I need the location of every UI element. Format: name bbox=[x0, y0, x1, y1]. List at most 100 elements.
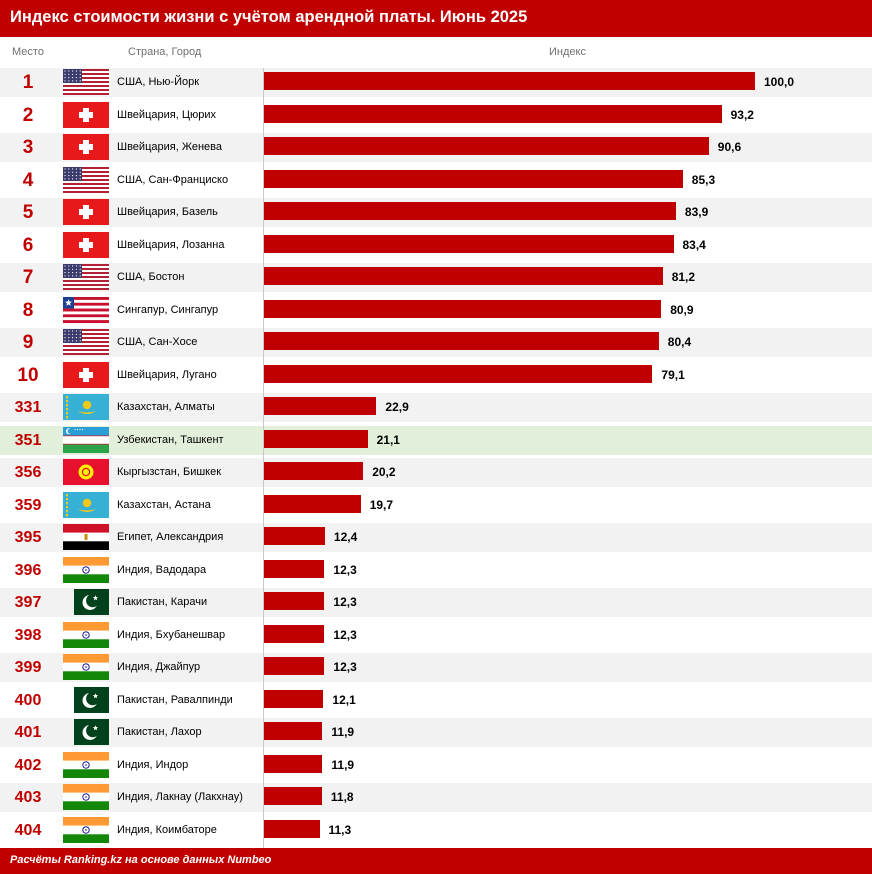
bar bbox=[264, 137, 709, 155]
bar bbox=[264, 754, 323, 773]
bar bbox=[264, 429, 368, 448]
table-row: 2 Швейцария, Цюрих 93,2 bbox=[0, 101, 872, 130]
table-row: 399 Индия, Джайпур 12,3 bbox=[0, 653, 872, 682]
table-row: 404 Индия, Коимбаторе 11,3 bbox=[0, 816, 872, 845]
rank-label: 9 bbox=[22, 332, 34, 353]
rank-label: 397 bbox=[14, 594, 42, 611]
value-label: 80,4 bbox=[667, 335, 692, 349]
value-label: 12,4 bbox=[333, 530, 358, 544]
value-label: 11,9 bbox=[331, 725, 355, 739]
value-label: 80,9 bbox=[670, 302, 694, 317]
bar bbox=[264, 169, 683, 188]
value-label: 83,9 bbox=[684, 205, 709, 219]
uzbekistan-flag-icon bbox=[63, 426, 109, 453]
value-label: 21,1 bbox=[376, 432, 400, 447]
rank-label: 5 bbox=[22, 202, 34, 223]
value-label: 79,1 bbox=[661, 367, 685, 382]
table-row: 401 Пакистан, Лахор 11,9 bbox=[0, 718, 872, 747]
city-label: Индия, Бхубанешвар bbox=[117, 628, 226, 641]
city-label: Узбекистан, Ташкент bbox=[117, 433, 224, 446]
table-row: 5 Швейцария, Базель 83,9 bbox=[0, 198, 872, 227]
rank-label: 396 bbox=[14, 561, 42, 579]
bar bbox=[264, 689, 324, 708]
pakistan-flag-icon bbox=[74, 719, 109, 745]
table-row: 3 Швейцария, Женева 90,6 bbox=[0, 133, 872, 162]
rank-label: 398 bbox=[14, 626, 42, 644]
rank-label: 356 bbox=[14, 464, 42, 481]
pakistan-flag-icon bbox=[74, 589, 109, 615]
bar bbox=[264, 722, 323, 740]
rank-label: 3 bbox=[22, 137, 34, 158]
value-label: 83,4 bbox=[682, 237, 706, 252]
bar bbox=[264, 267, 663, 285]
table-row: 7 США, Бостон 81,2 bbox=[0, 263, 872, 292]
table-row: 6 Швейцария, Лозанна 83,4 bbox=[0, 231, 872, 260]
city-label: США, Сан-Хосе bbox=[117, 336, 198, 348]
rank-label: 1 bbox=[22, 72, 34, 93]
value-label: 12,3 bbox=[333, 595, 357, 609]
rank-label: 4 bbox=[22, 169, 34, 191]
india-flag-icon bbox=[63, 784, 109, 810]
city-column-header: Страна, Город bbox=[128, 46, 202, 58]
city-label: Казахстан, Алматы bbox=[117, 401, 215, 413]
city-label: США, Сан-Франциско bbox=[117, 173, 229, 186]
table-row: 359 Казахстан, Астана 19,7 bbox=[0, 491, 872, 520]
bar bbox=[264, 299, 662, 318]
kazakhstan-flag-icon bbox=[63, 394, 109, 420]
bar bbox=[264, 819, 320, 838]
bar bbox=[264, 397, 377, 415]
value-label: 22,9 bbox=[385, 400, 409, 414]
us-flag-icon bbox=[63, 166, 109, 193]
table-row: 398 Индия, Бхубанешвар 12,3 bbox=[0, 621, 872, 650]
value-label: 19,7 bbox=[369, 497, 394, 512]
chart-title: Индекс стоимости жизни с учётом арендной… bbox=[10, 8, 528, 26]
table-row: 395 Египет, Александрия 12,4 bbox=[0, 523, 872, 552]
city-label: США, Нью-Йорк bbox=[117, 76, 200, 88]
city-label: Индия, Лакнау (Лакхнау) bbox=[117, 791, 243, 803]
switzerland-flag-icon bbox=[63, 199, 109, 225]
table-row: 397 Пакистан, Карачи 12,3 bbox=[0, 588, 872, 617]
bar bbox=[264, 494, 361, 513]
rank-label: 402 bbox=[14, 756, 42, 774]
switzerland-flag-icon bbox=[63, 134, 109, 160]
rank-label: 7 bbox=[22, 267, 34, 288]
table-row: 10 Швейцария, Лугано 79,1 bbox=[0, 361, 872, 390]
bar bbox=[264, 657, 325, 675]
value-label: 12,1 bbox=[332, 692, 356, 707]
bar bbox=[264, 787, 322, 805]
city-label: Кыргызстан, Бишкек bbox=[117, 466, 222, 478]
rank-label: 331 bbox=[14, 399, 42, 416]
value-label: 11,8 bbox=[330, 790, 354, 804]
bar bbox=[264, 559, 325, 578]
city-label: Сингапур, Сингапур bbox=[117, 303, 219, 316]
table-row: 356 Кыргызстан, Бишкек 20,2 bbox=[0, 458, 872, 487]
india-flag-icon bbox=[63, 654, 109, 680]
value-label: 20,2 bbox=[372, 465, 396, 479]
table-row: 351 Узбекистан, Ташкент 21,1 bbox=[0, 425, 872, 455]
city-label: Индия, Джайпур bbox=[117, 661, 201, 673]
bar bbox=[264, 72, 755, 90]
city-label: Индия, Индор bbox=[117, 758, 189, 771]
city-label: Египет, Александрия bbox=[117, 531, 224, 543]
us-flag-icon bbox=[63, 329, 109, 355]
bar bbox=[264, 364, 653, 383]
rank-label: 399 bbox=[14, 659, 42, 676]
india-flag-icon bbox=[63, 816, 109, 843]
pakistan-flag-icon bbox=[74, 686, 109, 713]
table-row: 402 Индия, Индор 11,9 bbox=[0, 751, 872, 780]
city-label: Швейцария, Лозанна bbox=[117, 238, 225, 251]
switzerland-flag-icon bbox=[63, 231, 109, 258]
city-label: Казахстан, Астана bbox=[117, 498, 211, 511]
city-label: Индия, Вадодара bbox=[117, 563, 207, 576]
bar bbox=[264, 462, 364, 480]
rank-column-header: Место bbox=[12, 46, 44, 58]
rank-label: 400 bbox=[14, 691, 42, 709]
title-bar: Индекс стоимости жизни с учётом арендной… bbox=[0, 0, 872, 37]
city-label: США, Бостон bbox=[117, 271, 185, 283]
city-label: Пакистан, Равалпинди bbox=[117, 693, 233, 706]
value-label: 93,2 bbox=[730, 107, 754, 122]
bar bbox=[264, 332, 659, 350]
rank-label: 351 bbox=[14, 431, 42, 449]
value-label: 12,3 bbox=[333, 660, 357, 674]
value-label: 81,2 bbox=[671, 270, 696, 284]
